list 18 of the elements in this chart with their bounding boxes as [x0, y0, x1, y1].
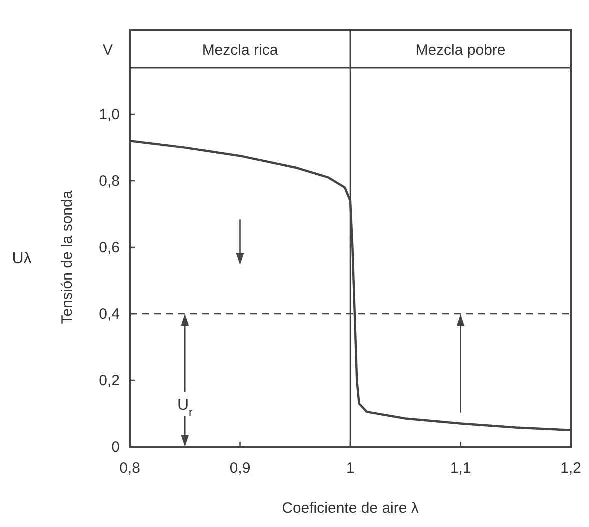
x-tick-label: 0,8	[120, 460, 140, 477]
x-tick-label: 1	[346, 460, 355, 477]
text: Mezcla rica	[202, 42, 279, 59]
text: Uλ	[12, 250, 32, 268]
y-tick-label: 0,6	[99, 240, 120, 257]
y-tick-label: 0	[112, 439, 120, 456]
text: Mezcla pobre	[416, 42, 506, 59]
y-tick-label: 0,8	[99, 173, 120, 190]
y-axis-title: Tensión de la sonda	[59, 190, 76, 324]
x-tick-label: 1,1	[450, 460, 472, 477]
x-tick-label: 0,9	[230, 460, 251, 477]
x-tick-label: 1,2	[560, 460, 582, 477]
annotation: U$_{r}$	[177, 396, 194, 419]
y-tick-label: 1,0	[99, 106, 120, 124]
x-axis-title: Coeficiente de aire λ	[282, 500, 420, 517]
y-tick-label: 0,4	[99, 306, 120, 324]
y-tick-label: 0,2	[99, 372, 120, 390]
text: V	[102, 42, 114, 59]
